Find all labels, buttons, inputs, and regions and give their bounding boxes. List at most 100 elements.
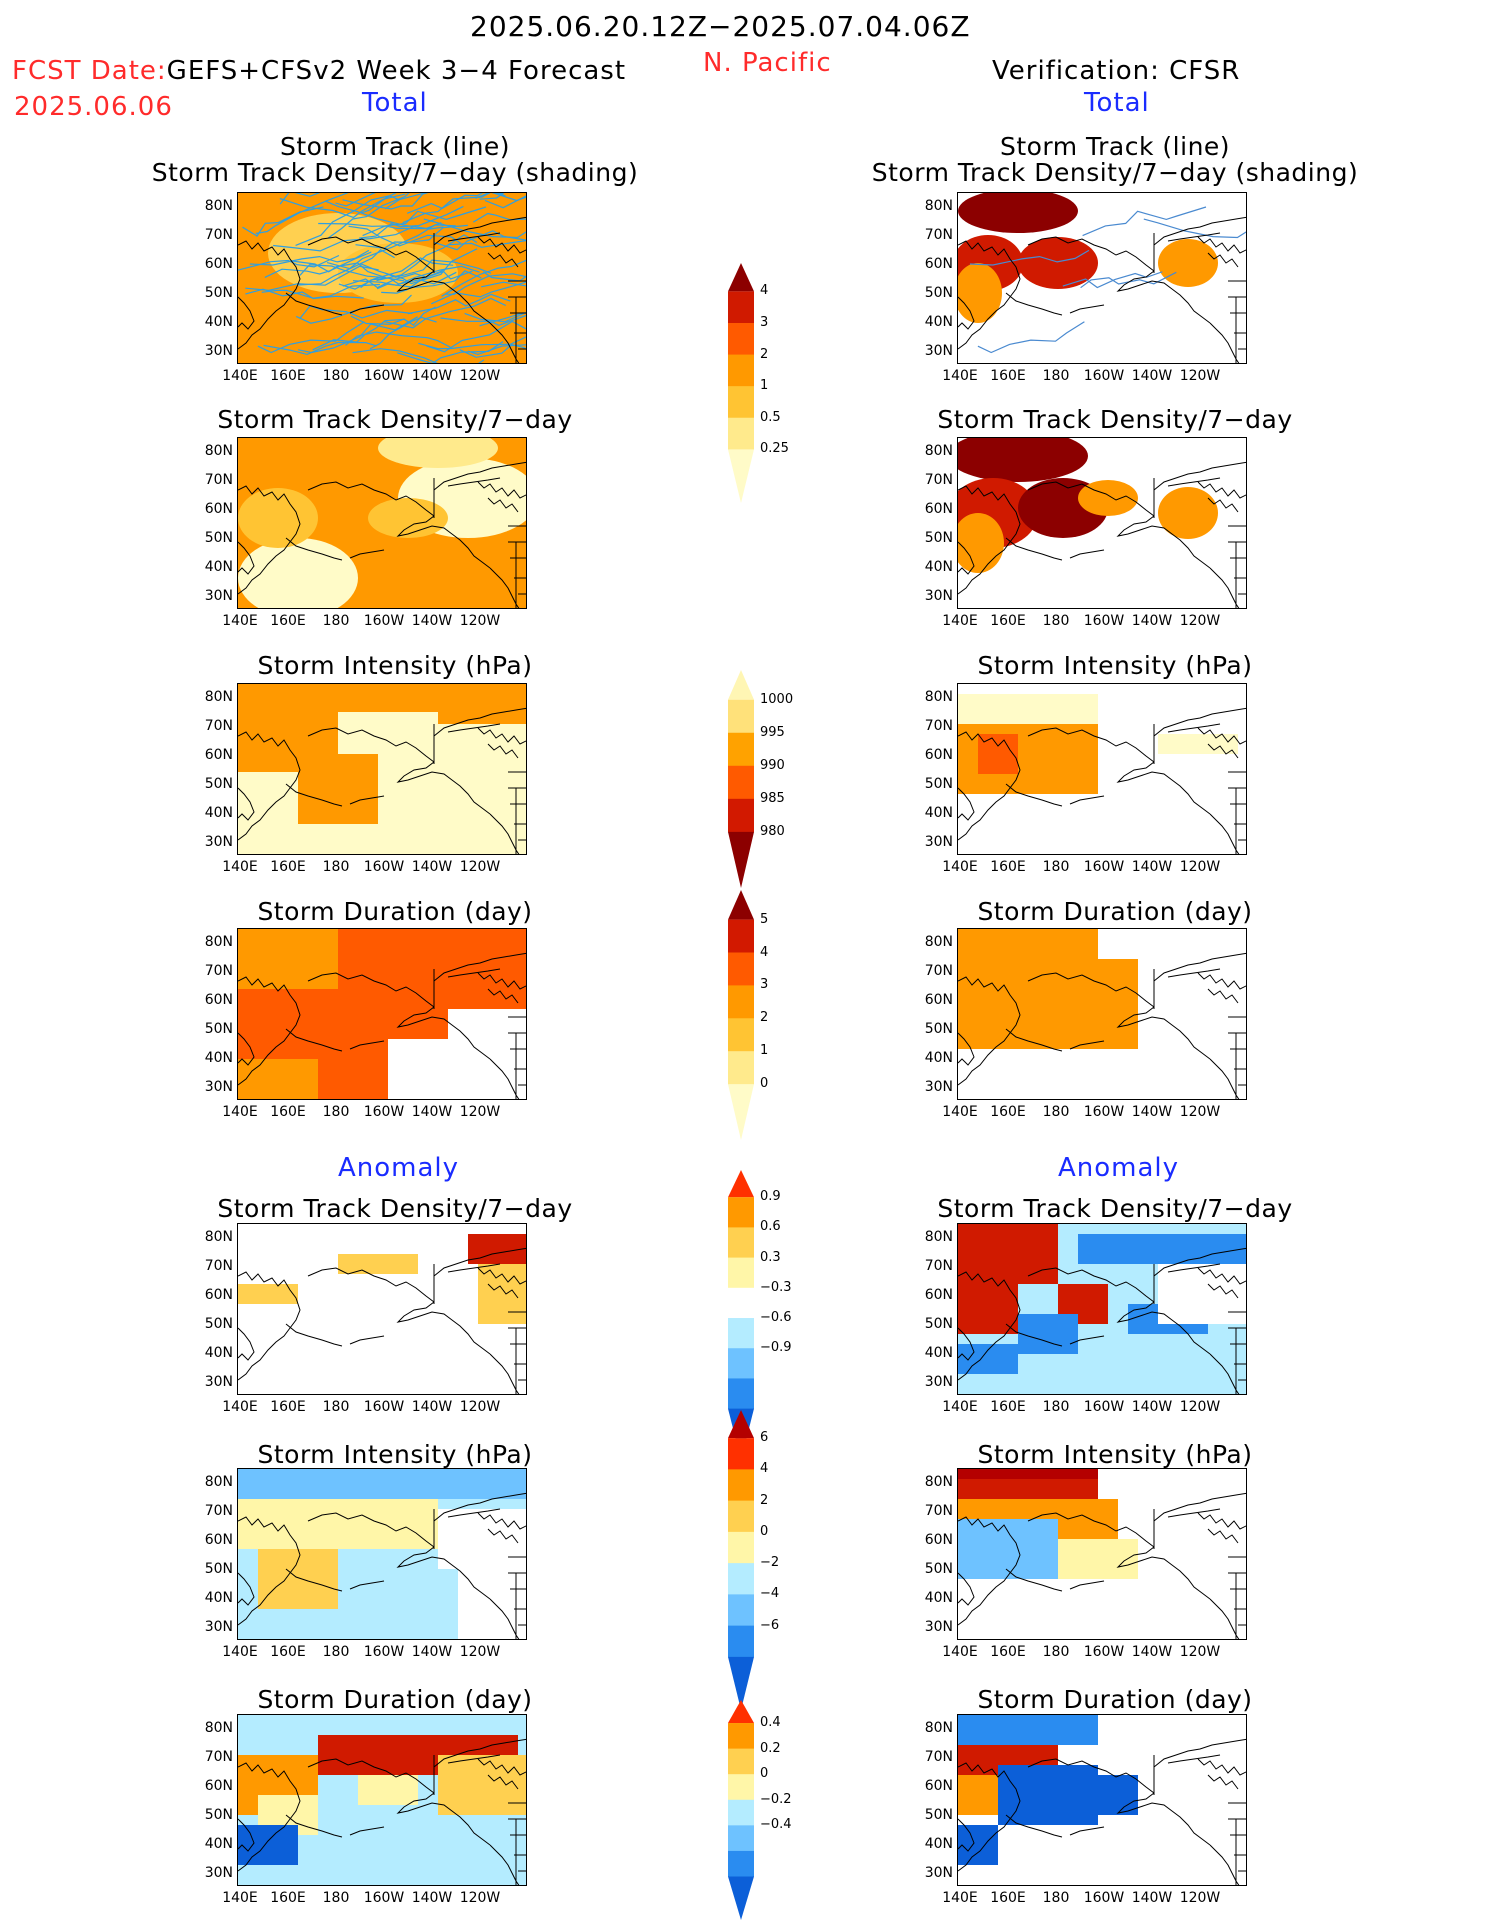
coastline bbox=[1197, 236, 1246, 254]
title-density-left: Storm Track Density/7−day bbox=[217, 405, 573, 434]
lon-tick-label: 180 bbox=[1042, 1104, 1070, 1120]
colorbar-tick-label: 1 bbox=[760, 1043, 769, 1059]
lon-tick-label: 180 bbox=[1042, 368, 1070, 384]
coastline bbox=[487, 743, 519, 759]
coastline bbox=[238, 1516, 301, 1626]
shading-cell bbox=[338, 1254, 418, 1274]
coastline bbox=[1228, 771, 1246, 854]
shading-region bbox=[958, 438, 1088, 482]
coastline bbox=[958, 485, 1021, 595]
coastline bbox=[1228, 525, 1246, 608]
map-panel-duration-anom-right bbox=[957, 1714, 1247, 1886]
lon-tick-label: 120W bbox=[459, 1890, 501, 1906]
shading-cell bbox=[1018, 1314, 1078, 1354]
colorbar-arrow-top bbox=[728, 1170, 754, 1198]
storm-track-line bbox=[402, 193, 503, 224]
lon-tick-label: 160W bbox=[363, 1644, 405, 1660]
storm-track-line bbox=[977, 321, 1085, 354]
map-svg-duration-anom-left bbox=[238, 1715, 526, 1885]
colorbar-intensity_anom bbox=[728, 1410, 754, 1710]
coastline bbox=[958, 1032, 975, 1066]
colorbar-arrow-top bbox=[728, 890, 754, 920]
colorbar-segment bbox=[728, 1287, 754, 1319]
coastline bbox=[1005, 1814, 1063, 1838]
coastline bbox=[1005, 292, 1063, 316]
lon-tick-label: 140E bbox=[942, 613, 978, 629]
lon-tick-label: 120W bbox=[1179, 1890, 1221, 1906]
coastline bbox=[1069, 1580, 1105, 1590]
lon-tick-label: 140E bbox=[942, 1399, 978, 1415]
map-panel-duration-left bbox=[237, 928, 527, 1100]
lat-tick-label: 30N bbox=[924, 1374, 953, 1390]
coastline bbox=[238, 1762, 301, 1872]
map-svg-intensity-right bbox=[958, 694, 1246, 854]
shading-region bbox=[1018, 237, 1098, 289]
storm-track-line bbox=[467, 344, 526, 356]
map-panel-density-anom-left bbox=[237, 1223, 527, 1395]
colorbar-segment bbox=[728, 1438, 754, 1470]
coastline bbox=[349, 1580, 385, 1590]
lon-tick-label: 180 bbox=[1042, 859, 1070, 875]
shading-region bbox=[1158, 487, 1218, 539]
coastline bbox=[508, 1802, 526, 1885]
lat-tick-label: 70N bbox=[204, 472, 233, 488]
coastline bbox=[1167, 1754, 1221, 1764]
coastline bbox=[447, 477, 501, 487]
lat-tick-label: 60N bbox=[924, 1778, 953, 1794]
coastline bbox=[447, 723, 501, 733]
colorbar-tick-label: 0.2 bbox=[760, 1740, 781, 1756]
coastline bbox=[1027, 972, 1155, 1008]
title-track-density-shading-left: Storm Track Density/7−day (shading) bbox=[151, 158, 639, 187]
storm-track-line bbox=[299, 264, 404, 282]
lon-tick-label: 160W bbox=[363, 1399, 405, 1415]
colorbar-arrow-bottom bbox=[728, 449, 754, 503]
coastline bbox=[307, 1758, 435, 1794]
lon-tick-label: 160E bbox=[270, 1644, 306, 1660]
lat-tick-label: 70N bbox=[204, 718, 233, 734]
map-svg-intensity-anom-left bbox=[238, 1469, 526, 1639]
coastline bbox=[447, 1263, 501, 1273]
coastline bbox=[1153, 461, 1246, 491]
map-svg-track-right bbox=[958, 193, 1246, 363]
storm-track-line bbox=[407, 293, 511, 315]
colorbar-segment bbox=[728, 1774, 754, 1801]
lon-tick-label: 180 bbox=[1042, 613, 1070, 629]
colorbar-arrow-bottom bbox=[728, 1084, 754, 1140]
lon-tick-label: 120W bbox=[1179, 368, 1221, 384]
lon-tick-label: 180 bbox=[322, 1644, 350, 1660]
storm-track-line bbox=[431, 281, 526, 305]
colorbar-tick-label: 990 bbox=[760, 757, 785, 773]
lon-tick-label: 140E bbox=[222, 1890, 258, 1906]
storm-track-line bbox=[384, 259, 492, 278]
title-track-density-shading-right: Storm Track Density/7−day (shading) bbox=[871, 158, 1359, 187]
storm-track-line bbox=[279, 193, 406, 219]
shading-cell bbox=[1058, 1539, 1138, 1579]
shading-region bbox=[1158, 239, 1218, 287]
lat-tick-label: 50N bbox=[204, 1807, 233, 1823]
storm-track-line bbox=[969, 249, 1090, 266]
lon-tick-label: 160W bbox=[363, 1890, 405, 1906]
lat-tick-label: 30N bbox=[924, 834, 953, 850]
coastline bbox=[396, 1546, 491, 1600]
lat-tick-label: 30N bbox=[924, 588, 953, 604]
lon-tick-label: 160E bbox=[990, 1399, 1026, 1415]
lat-tick-label: 60N bbox=[204, 501, 233, 517]
lat-tick-label: 50N bbox=[924, 1316, 953, 1332]
coastline bbox=[1069, 1335, 1105, 1345]
lat-tick-label: 60N bbox=[924, 256, 953, 272]
lat-tick-label: 40N bbox=[204, 1590, 233, 1606]
colorbar-tick-label: 3 bbox=[760, 315, 769, 330]
coastline bbox=[1207, 743, 1239, 759]
lat-tick-label: 30N bbox=[204, 588, 233, 604]
lat-tick-label: 80N bbox=[204, 1229, 233, 1245]
shading-cell bbox=[278, 1394, 298, 1395]
coastline bbox=[1027, 727, 1155, 763]
coastline bbox=[396, 1792, 491, 1846]
map-svg-duration-anom-right bbox=[958, 1715, 1246, 1885]
storm-track-line bbox=[352, 265, 480, 286]
lat-tick-label: 30N bbox=[924, 1619, 953, 1635]
colorbar-segment bbox=[728, 699, 754, 734]
lon-tick-label: 160E bbox=[270, 859, 306, 875]
storm-track-line bbox=[350, 306, 436, 326]
lon-tick-label: 180 bbox=[1042, 1890, 1070, 1906]
